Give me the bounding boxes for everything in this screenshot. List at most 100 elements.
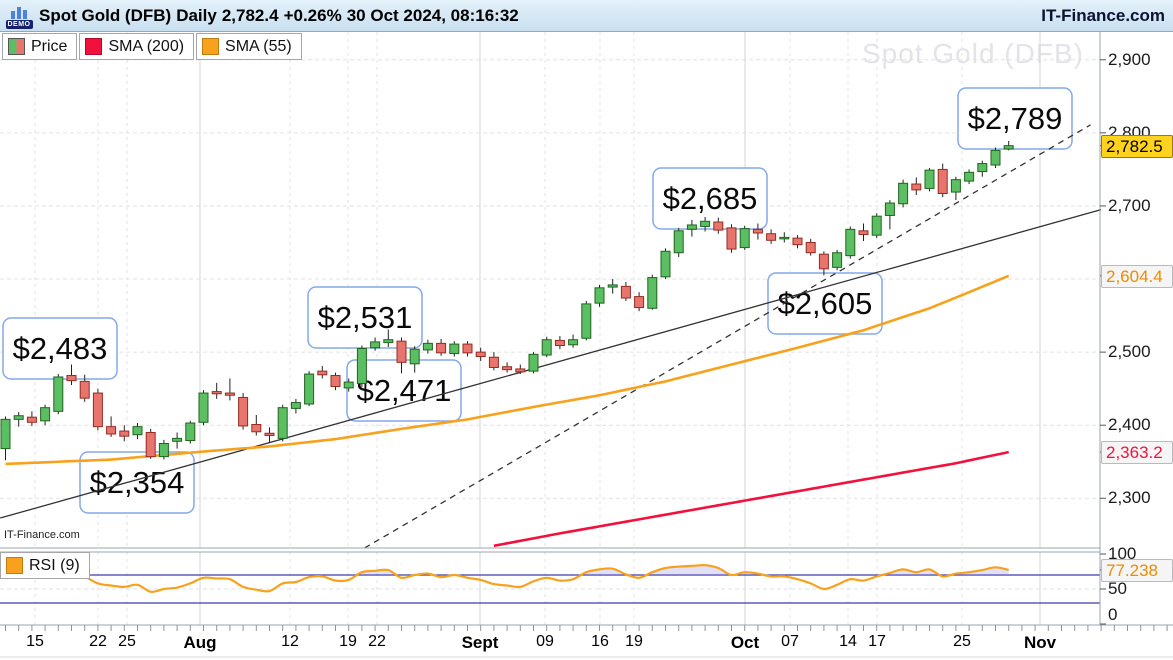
legend-chip-price[interactable]: Price — [2, 33, 78, 60]
candle-down — [713, 221, 724, 231]
price-axis-label: 2,400 — [1108, 415, 1151, 435]
time-axis-label: 09 — [536, 633, 554, 650]
candle-down — [79, 380, 90, 399]
time-axis-label: 25 — [118, 633, 136, 650]
candle-down — [620, 285, 631, 299]
candle-up — [700, 220, 711, 227]
candle-up — [528, 353, 539, 372]
candle-up — [449, 343, 460, 355]
candle-up — [304, 373, 315, 405]
price-series-icon — [8, 38, 25, 55]
legend-label-price: Price — [31, 37, 68, 55]
candle-down — [502, 366, 513, 371]
rsi-axis-label: 100 — [1108, 544, 1137, 563]
price-callout-label: $2,685 — [663, 181, 758, 216]
candle-up — [1003, 145, 1014, 150]
price-callout-box[interactable] — [79, 451, 195, 514]
legend-label-rsi: RSI (9) — [29, 556, 80, 574]
price-axis-label: 2,300 — [1108, 488, 1151, 508]
candle-up — [13, 415, 24, 420]
candle-down — [475, 351, 486, 358]
legend-chip-sma200[interactable]: SMA (200) — [79, 33, 195, 60]
brand-link[interactable]: IT-Finance.com — [1041, 5, 1165, 25]
time-axis-label: Oct — [730, 633, 760, 652]
chart-title: Spot Gold (DFB) Daily 2,782.4 +0.26% 30 Oct … — [39, 6, 524, 26]
candle-down — [317, 370, 328, 376]
time-axis-label: 25 — [953, 633, 971, 650]
time-axis-label: Aug — [183, 633, 217, 652]
time-axis-label: 22 — [89, 633, 107, 650]
rsi-pane — [0, 564, 1100, 604]
price-callout-box[interactable] — [957, 87, 1073, 150]
time-axis-label: 14 — [839, 633, 857, 650]
timeframe: Daily — [176, 5, 217, 25]
candle-down — [92, 392, 103, 428]
candle-down — [554, 339, 565, 347]
price-callout-label: $2,531 — [318, 300, 413, 335]
candle-down — [858, 230, 869, 235]
rsi-axis-label: 0 — [1108, 605, 1118, 624]
candle-down — [818, 253, 829, 270]
price-gridlines — [0, 59, 1100, 499]
candle-up — [356, 347, 367, 385]
candle-down — [634, 296, 645, 309]
symbol-name: Spot Gold (DFB) — [39, 5, 172, 25]
change-percent: +0.26% — [283, 5, 342, 25]
candle-up — [845, 228, 856, 257]
quote-datetime: 30 Oct 2024, 08:16:32 — [346, 5, 519, 25]
rsi-line — [5, 564, 1009, 594]
candle-down — [26, 416, 37, 423]
price-legend-row: Price SMA (200) SMA (55) — [2, 33, 302, 60]
candle-down — [224, 392, 235, 396]
callout-annotations: $2,483$2,354$2,531$2,471$2,685$2,605$2,7… — [2, 87, 1073, 514]
candle-down — [792, 237, 803, 246]
candle-down — [805, 241, 816, 254]
candle-down — [436, 342, 447, 354]
legend-chip-sma55[interactable]: SMA (55) — [196, 33, 302, 60]
sma55-line — [5, 274, 1010, 466]
rsi-legend-row: RSI (9) — [0, 552, 90, 579]
price-callout-label: $2,483 — [13, 331, 108, 366]
candle-up — [964, 171, 975, 182]
price-axis-label: 2,500 — [1108, 342, 1151, 362]
candle-up — [977, 163, 988, 173]
candle-down — [396, 340, 407, 363]
sma55-series-icon — [202, 38, 220, 55]
candle-up — [871, 215, 882, 236]
price-axis-label: 2,900 — [1108, 49, 1151, 69]
time-axis-label: Sept — [461, 633, 499, 652]
candle-up — [277, 407, 288, 439]
demo-account-icon: DEMO — [4, 3, 34, 29]
candle-down — [752, 228, 763, 234]
legend-chip-rsi[interactable]: RSI (9) — [0, 552, 90, 579]
price-axis-badge-sma55: 2,604.4 — [1101, 264, 1173, 288]
demo-badge-label: DEMO — [5, 19, 33, 29]
candle-down — [211, 391, 222, 395]
candle-down — [937, 168, 948, 195]
time-axis-label: 19 — [339, 633, 357, 650]
candle-up — [158, 442, 169, 458]
candle-down — [766, 233, 777, 241]
price-axis-badge-last: 2,782.5 — [1101, 134, 1173, 158]
candle-up — [647, 277, 658, 309]
legend-label-sma200: SMA (200) — [108, 37, 185, 55]
candle-up — [832, 252, 843, 268]
sma200-series-icon — [85, 38, 103, 55]
candle-down — [462, 343, 473, 354]
time-axis-label: 22 — [368, 633, 386, 650]
price-axis-label: 2,700 — [1108, 195, 1151, 215]
candle-up — [898, 182, 909, 205]
rsi-value-badge: 77.238 — [1101, 558, 1173, 582]
candlestick-series — [0, 140, 1014, 461]
candle-up — [290, 402, 301, 409]
candle-up — [607, 284, 618, 288]
price-axis-badge-sma200: 2,363.2 — [1101, 441, 1173, 465]
candlestick-logo-icon — [11, 6, 27, 19]
candle-up — [198, 392, 209, 423]
candle-up — [779, 236, 790, 240]
price-callout-box[interactable] — [652, 167, 768, 230]
time-gridlines — [34, 32, 1041, 625]
candle-up — [686, 224, 697, 230]
